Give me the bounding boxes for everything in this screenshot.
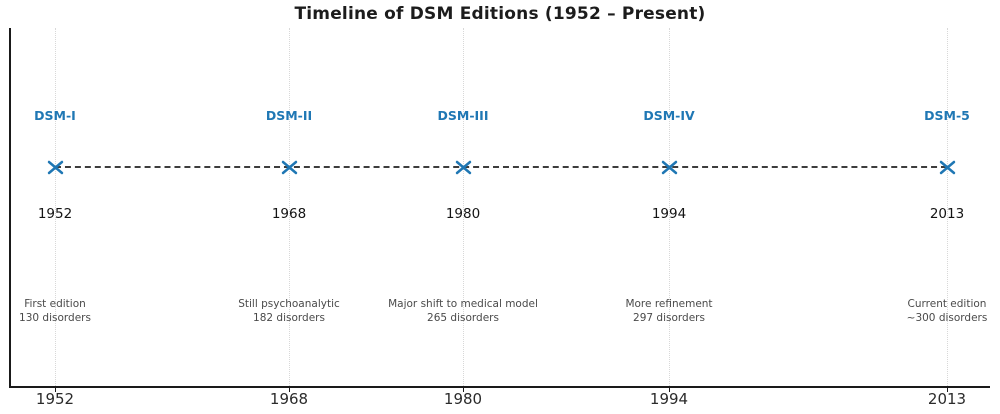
event-desc-line2: 182 disorders (253, 311, 325, 324)
event-desc-1968: Still psychoanalytic 182 disorders (238, 298, 340, 325)
event-desc-line2: 265 disorders (427, 311, 499, 324)
event-desc-1980: Major shift to medical model 265 disorde… (388, 298, 538, 325)
x-axis-spine (9, 386, 990, 388)
event-desc-line1: More refinement (625, 298, 713, 310)
event-label-dsm-1: DSM-I (34, 108, 76, 123)
x-tick-label-1952: 1952 (35, 390, 75, 408)
event-year-1952: 1952 (37, 206, 73, 222)
event-year-1968: 1968 (271, 206, 307, 222)
chart-title: Timeline of DSM Editions (1952 – Present… (294, 4, 706, 24)
x-tick-1968 (288, 387, 290, 392)
x-tick-label-1994: 1994 (649, 390, 689, 408)
x-marker-1952 (47, 160, 63, 174)
event-label-dsm-3: DSM-III (437, 108, 489, 123)
x-marker-1968 (281, 160, 297, 174)
event-desc-line1: Current edition (907, 298, 987, 310)
y-axis-spine (9, 28, 11, 387)
x-tick-label-1980: 1980 (443, 390, 483, 408)
event-desc-2013: Current edition ~300 disorders (907, 298, 988, 325)
event-desc-line1: First edition (24, 298, 86, 310)
event-desc-1994: More refinement 297 disorders (625, 298, 712, 325)
gridline-1994 (669, 28, 670, 386)
x-marker-2013 (939, 160, 955, 174)
event-label-dsm-5: DSM-5 (924, 108, 970, 123)
event-label-dsm-2: DSM-II (265, 108, 313, 123)
gridline-1952 (55, 28, 56, 386)
x-tick-1994 (668, 387, 670, 392)
event-desc-line2: 297 disorders (633, 311, 705, 324)
event-year-2013: 2013 (929, 206, 965, 222)
gridline-2013 (947, 28, 948, 386)
event-year-1994: 1994 (651, 206, 687, 222)
event-year-1980: 1980 (445, 206, 481, 222)
timeline-line (55, 166, 947, 168)
event-label-dsm-4: DSM-IV (643, 108, 695, 123)
event-desc-line1: Major shift to medical model (388, 298, 538, 310)
x-marker-1980 (455, 160, 471, 174)
event-desc-1952: First edition 130 disorders (19, 298, 91, 325)
x-tick-1952 (54, 387, 56, 392)
x-tick-label-2013: 2013 (927, 390, 967, 408)
x-tick-2013 (946, 387, 948, 392)
x-tick-label-1968: 1968 (269, 390, 309, 408)
gridline-1968 (289, 28, 290, 386)
event-desc-line1: Still psychoanalytic (238, 298, 340, 310)
gridline-1980 (463, 28, 464, 386)
x-tick-1980 (462, 387, 464, 392)
event-desc-line2: 130 disorders (19, 311, 91, 324)
event-desc-line2: ~300 disorders (906, 311, 988, 324)
x-marker-1994 (661, 160, 677, 174)
